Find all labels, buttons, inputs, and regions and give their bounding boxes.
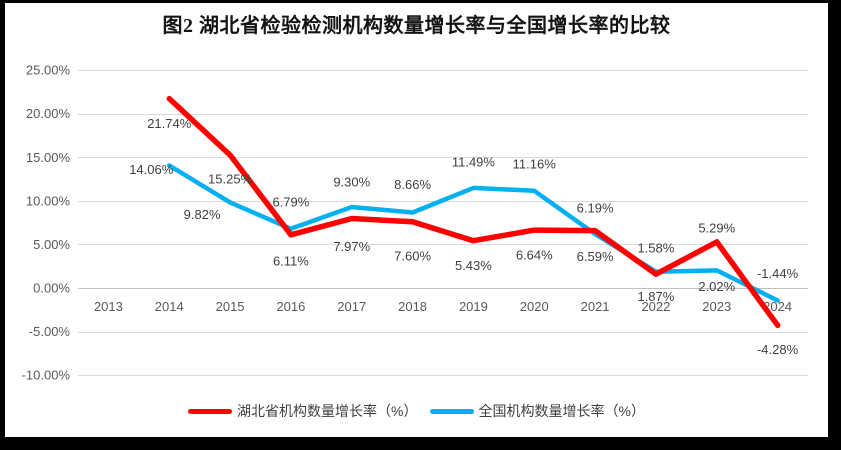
data-label: 9.30% (333, 174, 370, 189)
data-label: 7.97% (333, 239, 370, 254)
legend-label-hubei: 湖北省机构数量增长率（%） (237, 403, 418, 419)
x-tick-label: 2019 (459, 299, 488, 314)
x-tick-label: 2015 (216, 299, 245, 314)
legend-item-hubei: 湖北省机构数量增长率（%） (188, 401, 418, 421)
national-series-line (167, 163, 780, 303)
chart-canvas (5, 3, 828, 437)
data-label: 6.11% (273, 253, 309, 268)
x-tick-label: 2016 (276, 299, 305, 314)
data-label: 8.66% (394, 177, 431, 192)
national-blue-line-swatch-icon (429, 408, 474, 414)
data-label: -4.28% (757, 342, 799, 357)
hubei-series-line (166, 95, 781, 329)
x-tick-label: 2024 (763, 299, 792, 314)
data-label: -1.44% (757, 266, 799, 281)
data-label: 5.29% (698, 220, 735, 235)
data-label: 1.58% (637, 241, 674, 256)
y-tick-label: 10.00% (26, 193, 71, 208)
data-label: 9.82% (184, 207, 221, 222)
y-tick-label: 25.00% (26, 63, 71, 78)
data-label: 6.59% (577, 249, 614, 264)
y-tick-label: -10.00% (22, 368, 71, 383)
y-tick-label: 0.00% (33, 281, 70, 296)
y-tick-label: 5.00% (33, 237, 70, 252)
legend-label-national: 全国机构数量增长率（%） (478, 403, 645, 419)
data-label: 6.79% (272, 194, 309, 209)
y-axis-tick-labels: 25.00% 20.00% 15.00% 10.00% 5.00% 0.00% -5.00%… (22, 63, 71, 383)
y-tick-label: -5.00% (29, 324, 71, 339)
chart-title: 图2 湖北省检验检测机构数量增长率与全国增长率的比较 (162, 15, 671, 37)
x-tick-label: 2020 (520, 299, 549, 314)
gridlines (78, 70, 808, 376)
national-data-labels: 14.06% 9.82% 6.79% 9.30% 8.66% 11.49% 11.16% 6.… (129, 154, 798, 304)
y-tick-label: 15.00% (26, 150, 71, 165)
data-label: 11.16% (513, 156, 557, 171)
x-tick-label: 2023 (702, 299, 731, 314)
data-label: 5.43% (455, 258, 492, 273)
x-tick-label: 2013 (94, 299, 123, 314)
data-label: 6.64% (516, 248, 553, 263)
y-tick-label: 20.00% (26, 106, 71, 121)
x-tick-label: 2022 (641, 299, 670, 314)
x-tick-label: 2014 (155, 299, 184, 314)
x-tick-label: 2021 (581, 299, 610, 314)
data-label: 15.25% (208, 172, 253, 187)
data-label: 21.74% (147, 116, 192, 131)
data-label: 2.02% (698, 279, 735, 294)
data-label: 1.87% (637, 289, 674, 304)
x-axis-category-labels: 2013 2014 2015 2016 2017 2018 2019 2020 2021 2022… (94, 299, 792, 314)
legend-item-national: 全国机构数量增长率（%） (429, 401, 645, 421)
hubei-red-line-swatch-icon (188, 408, 233, 414)
data-label: 14.06% (129, 162, 174, 177)
chart-legend: 湖北省机构数量增长率（%） 全国机构数量增长率（%） (5, 401, 828, 421)
data-label: 7.60% (394, 248, 431, 263)
data-label: 6.19% (577, 201, 614, 216)
hubei-data-labels: 21.74% 15.25% 6.11% 7.97% 7.60% 5.43% 6.64% 6.5… (147, 116, 798, 357)
x-tick-label: 2018 (398, 299, 427, 314)
data-label: 11.49% (452, 154, 496, 169)
x-tick-label: 2017 (337, 299, 366, 314)
